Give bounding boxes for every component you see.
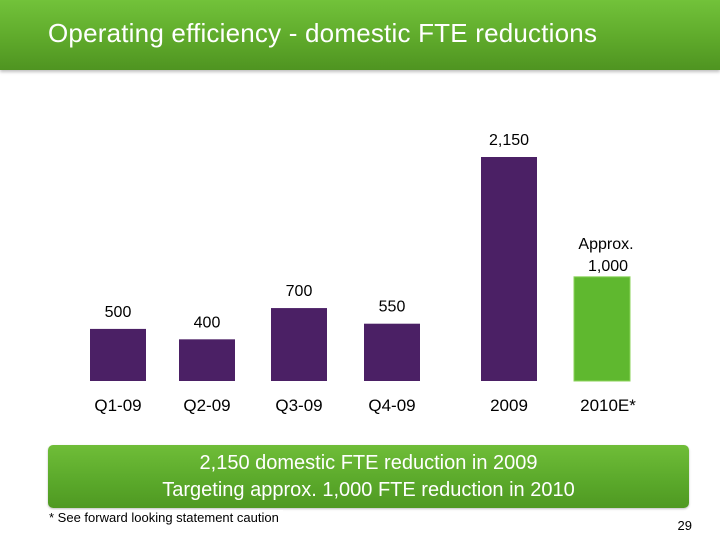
summary-box: 2,150 domestic FTE reduction in 2009 Tar… [48, 445, 689, 508]
bar-q1-09 [90, 328, 146, 381]
category-label-2010e: 2010E* [580, 396, 636, 415]
page-title: Operating efficiency - domestic FTE redu… [48, 18, 598, 48]
data-label-q2-09: 400 [194, 314, 221, 331]
category-label-q3-09: Q3-09 [275, 396, 322, 415]
data-label-2010e: Approx. 1,000 [578, 236, 633, 275]
summary-line-2: Targeting approx. 1,000 FTE reduction in… [162, 479, 575, 501]
footnote: * See forward looking statement caution [47, 510, 283, 525]
bar-2010e [574, 276, 630, 381]
data-label-q3-09: 700 [286, 283, 313, 300]
data-label-2009: 2,150 [489, 132, 529, 149]
bar-q3-09 [271, 308, 327, 381]
bar-q4-09 [364, 323, 420, 381]
bar-q2-09 [179, 339, 235, 381]
bar-2009 [481, 157, 537, 381]
page-number: 29 [677, 518, 692, 533]
fte-bar-chart: 500 Q1-09 400 Q2-09 700 Q3-09 550 Q4-09 2,150 200… [90, 132, 636, 415]
summary-line-1: 2,150 domestic FTE reduction in 2009 [199, 452, 538, 474]
category-label-q4-09: Q4-09 [368, 396, 415, 415]
category-label-q2-09: Q2-09 [183, 396, 230, 415]
data-label-q1-09: 500 [105, 304, 132, 321]
category-label-q1-09: Q1-09 [94, 396, 141, 415]
header-band: Operating efficiency - domestic FTE redu… [0, 0, 720, 70]
bar-highlight-2010e [573, 276, 631, 382]
data-label-q4-09: 550 [379, 299, 406, 316]
category-label-2009: 2009 [490, 396, 528, 415]
